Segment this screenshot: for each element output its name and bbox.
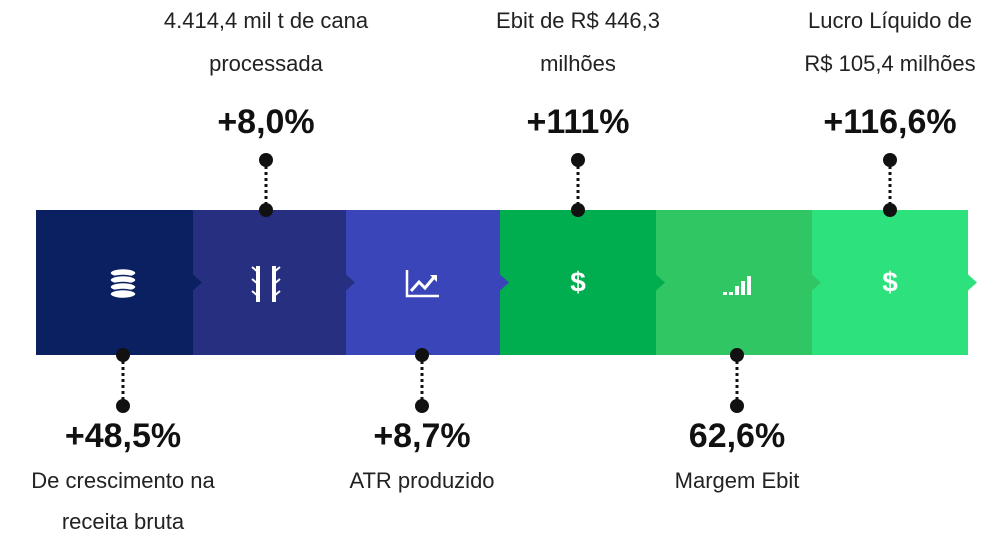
icon [251,266,259,273]
segment [656,210,821,355]
icon [723,292,727,295]
icon [273,266,281,273]
icon [747,276,751,295]
value: +48,5% [65,417,181,455]
icon: $ [570,266,586,297]
dot [730,399,744,413]
dot [571,203,585,217]
dot [415,348,429,362]
segment [812,210,977,355]
icon [729,292,733,295]
icon [109,288,137,300]
segment [500,210,665,355]
dot [116,399,130,413]
dot [259,153,273,167]
dot [883,203,897,217]
label: processada [209,51,324,76]
dot [571,153,585,167]
value: +116,6% [823,103,956,141]
label: receita bruta [62,509,185,534]
label: De crescimento na [31,468,215,493]
icon [405,270,439,298]
label: ATR produzido [349,468,494,493]
label: milhões [540,51,616,76]
segment [346,210,509,355]
label: Ebit de R$ 446,3 [496,8,660,33]
label: Lucro Líquido de [808,8,972,33]
value: +111% [526,103,629,141]
label: 4.414,4 mil t de cana [164,8,369,33]
icon [273,278,281,285]
icon [409,275,437,292]
value: +8,0% [217,103,314,141]
label: R$ 105,4 milhões [804,51,975,76]
dot [116,348,130,362]
icon [251,278,259,285]
value: 62,6% [689,417,785,455]
icon: $ [882,266,898,297]
dot [259,203,273,217]
dot [730,348,744,362]
icon [741,281,745,295]
icon [430,275,437,282]
icon [273,290,281,297]
dot [883,153,897,167]
value: +8,7% [373,417,470,455]
label: Margem Ebit [675,468,800,493]
icon [251,290,259,297]
icon [735,286,739,295]
dot [415,399,429,413]
